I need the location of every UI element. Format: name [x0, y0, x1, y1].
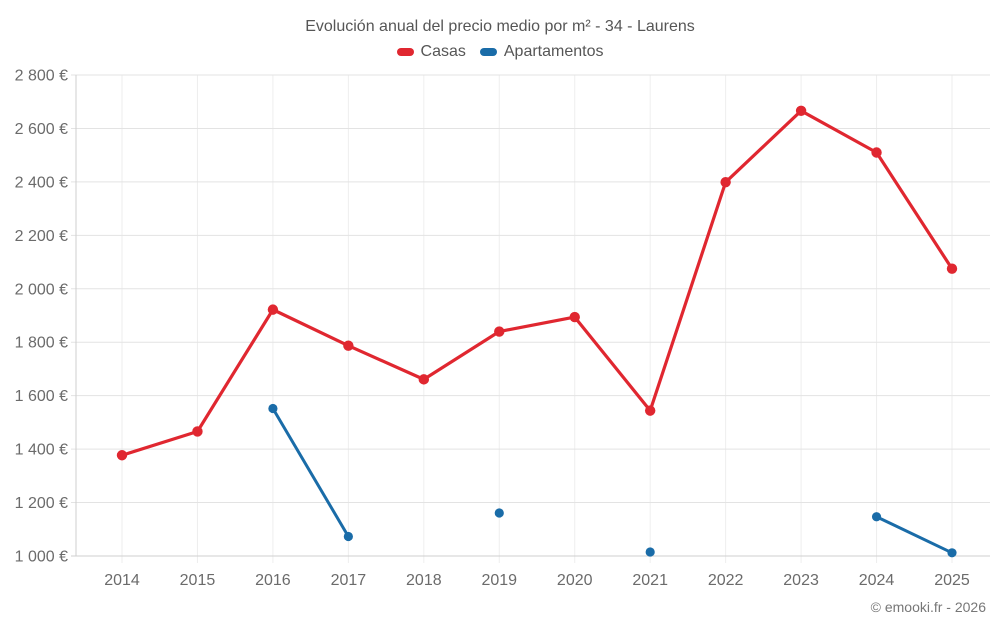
data-point-casas[interactable] — [267, 304, 279, 315]
x-axis-tick-label: 2023 — [783, 572, 819, 589]
y-axis-tick-label: 2 400 € — [15, 174, 68, 191]
x-axis-tick-label: 2016 — [255, 572, 291, 589]
copyright-credit: © emooki.fr - 2026 — [870, 599, 986, 615]
series-line-casas — [724, 109, 803, 184]
series-line-apartamentos — [875, 515, 954, 555]
data-point-casas[interactable] — [418, 374, 430, 385]
data-point-casas[interactable] — [569, 311, 580, 323]
x-axis-tick-label: 2021 — [632, 572, 668, 589]
legend-label-casas: Casas — [420, 43, 466, 60]
x-axis-tick-label: 2020 — [557, 572, 593, 589]
chart-title: Evolución anual del precio medio por m² … — [305, 18, 695, 35]
legend-item-casas[interactable]: Casas — [396, 43, 466, 61]
series-line-casas — [874, 150, 954, 271]
x-axis-tick-label: 2022 — [708, 572, 744, 589]
series-line-casas — [422, 329, 501, 381]
data-point-apartamentos[interactable] — [268, 403, 278, 414]
data-point-casas[interactable] — [644, 405, 656, 416]
legend-label-apartamentos: Apartamentos — [503, 43, 604, 60]
series-line-casas — [346, 344, 426, 381]
legend-item-apartamentos[interactable]: Apartamentos — [479, 43, 604, 61]
y-axis-tick-label: 1 000 € — [15, 549, 68, 566]
y-axis-tick-label: 2 200 € — [15, 228, 68, 245]
data-point-casas[interactable] — [494, 326, 505, 337]
x-axis-tick-label: 2019 — [481, 572, 517, 589]
data-point-casas[interactable] — [871, 147, 882, 158]
x-axis-tick-label: 2024 — [859, 572, 895, 589]
y-axis-tick-label: 1 800 € — [15, 335, 68, 352]
y-axis-tick-label: 1 600 € — [15, 388, 68, 405]
data-point-casas[interactable] — [946, 263, 958, 274]
x-axis-tick-label: 2015 — [180, 572, 216, 589]
y-axis-tick-label: 2 600 € — [15, 121, 68, 138]
data-point-casas[interactable] — [116, 450, 128, 461]
y-axis-tick-label: 1 200 € — [15, 495, 68, 512]
y-axis-tick-label: 1 400 € — [15, 442, 68, 459]
series-line-casas — [799, 109, 879, 155]
x-axis-tick-label: 2018 — [406, 572, 442, 589]
series-line-casas — [271, 308, 350, 348]
series-line-casas — [648, 180, 728, 413]
series-line-casas — [497, 315, 577, 334]
series-line-casas — [195, 308, 275, 434]
data-point-casas[interactable] — [795, 105, 807, 117]
data-point-apartamentos[interactable] — [947, 548, 957, 558]
data-point-apartamentos[interactable] — [871, 512, 882, 522]
y-axis-tick-label: 2 800 € — [15, 68, 68, 85]
x-axis-tick-label: 2017 — [331, 572, 367, 589]
data-point-casas[interactable] — [720, 176, 731, 188]
series-line-apartamentos — [271, 406, 350, 538]
y-axis-tick-label: 2 000 € — [15, 281, 68, 298]
legend: Casas Apartamentos — [0, 43, 1000, 61]
data-point-casas[interactable] — [192, 426, 203, 437]
data-point-apartamentos[interactable] — [645, 547, 655, 557]
legend-swatch-apartamentos — [479, 48, 497, 56]
x-axis-tick-label: 2025 — [934, 572, 970, 589]
series-line-casas — [573, 315, 652, 413]
data-point-casas[interactable] — [343, 340, 354, 351]
data-point-apartamentos[interactable] — [494, 508, 504, 518]
series-line-casas — [120, 429, 200, 457]
data-point-apartamentos[interactable] — [343, 531, 353, 542]
x-axis-tick-label: 2014 — [104, 572, 140, 589]
legend-swatch-casas — [396, 48, 414, 56]
